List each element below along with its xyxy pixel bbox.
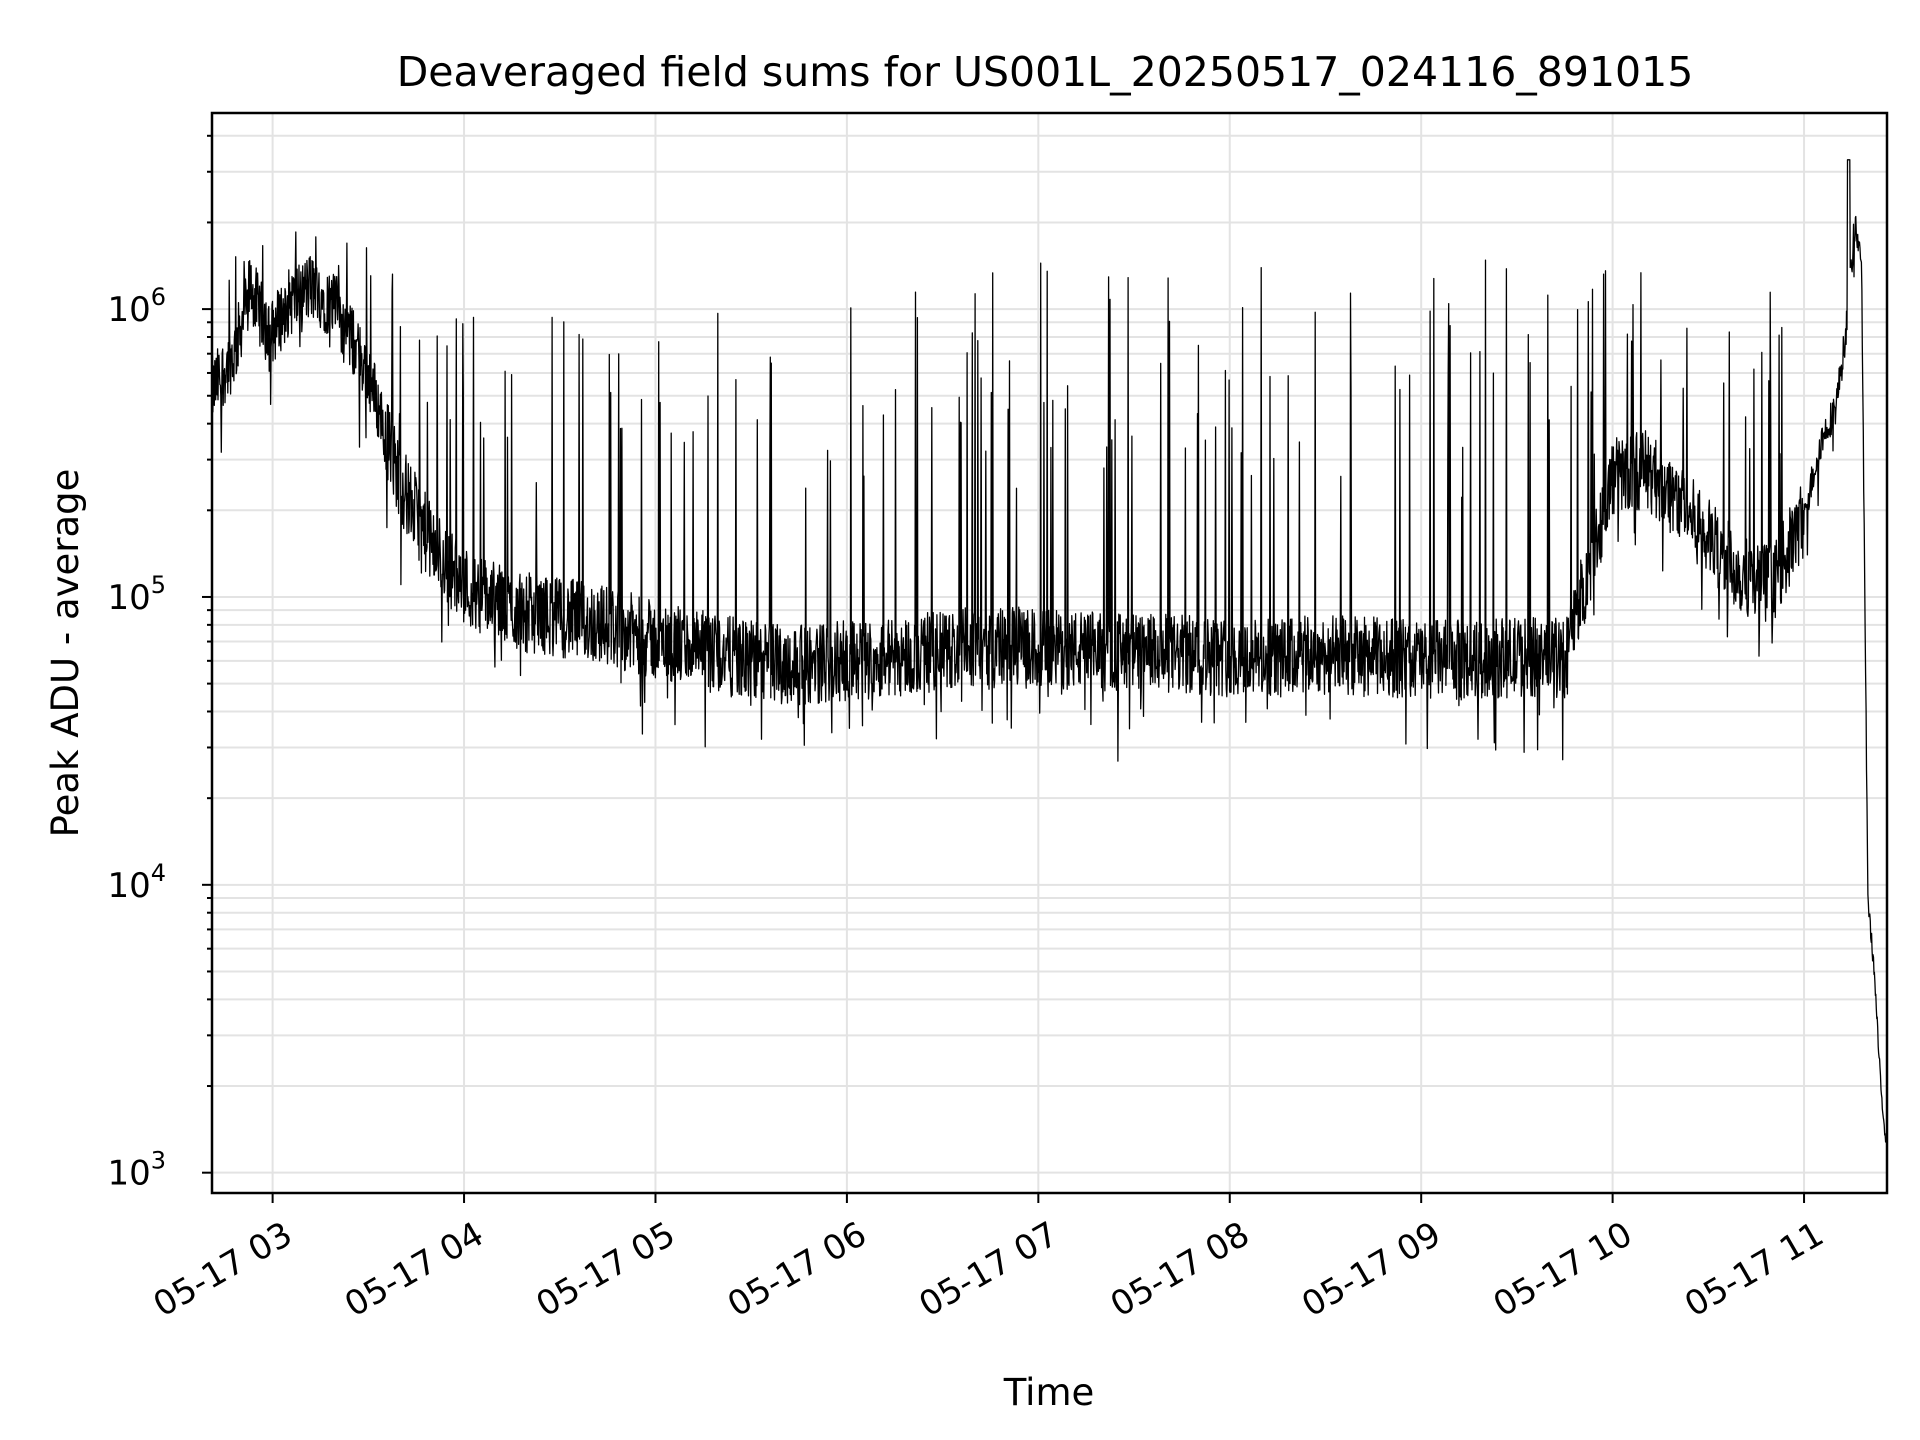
- x-tick-label: 05-17 11: [1678, 1214, 1830, 1325]
- y-tick-label: 104: [107, 859, 166, 906]
- x-axis: 05-17 03 05-17 04 05-17 05 05-17 06 05-17 07…: [147, 1193, 1831, 1325]
- x-tick-label: 05-17 06: [721, 1214, 873, 1325]
- x-tick-label: 05-17 05: [530, 1214, 682, 1325]
- y-tick-label: 105: [107, 571, 166, 618]
- x-tick-label: 05-17 08: [1104, 1214, 1256, 1325]
- chart-title: Deaveraged field sums for US001L_2025051…: [397, 48, 1694, 96]
- y-tick-base: 10: [107, 290, 150, 330]
- plot-frame: [210, 111, 1889, 1195]
- y-tick-base: 10: [107, 866, 150, 906]
- y-tick-base: 10: [107, 578, 150, 618]
- x-tick-label: 05-17 03: [147, 1214, 299, 1325]
- x-tick-label: 05-17 10: [1487, 1214, 1639, 1325]
- y-tick-label: 106: [107, 283, 166, 330]
- series-line: [211, 159, 1888, 1158]
- y-tick-exponent: 6: [151, 283, 166, 311]
- x-tick-label: 05-17 09: [1295, 1214, 1447, 1325]
- y-tick-label: 103: [107, 1147, 166, 1194]
- y-tick-exponent: 3: [151, 1147, 166, 1175]
- x-tick-label: 05-17 07: [912, 1214, 1064, 1325]
- series-layer: [211, 159, 1888, 1158]
- y-axis-label: Peak ADU - average: [44, 469, 87, 838]
- x-tick-label: 05-17 04: [338, 1214, 490, 1325]
- y-tick-exponent: 5: [151, 571, 166, 599]
- y-tick-base: 10: [107, 1154, 150, 1194]
- x-axis-label: Time: [1003, 1371, 1095, 1414]
- y-tick-exponent: 4: [151, 859, 166, 887]
